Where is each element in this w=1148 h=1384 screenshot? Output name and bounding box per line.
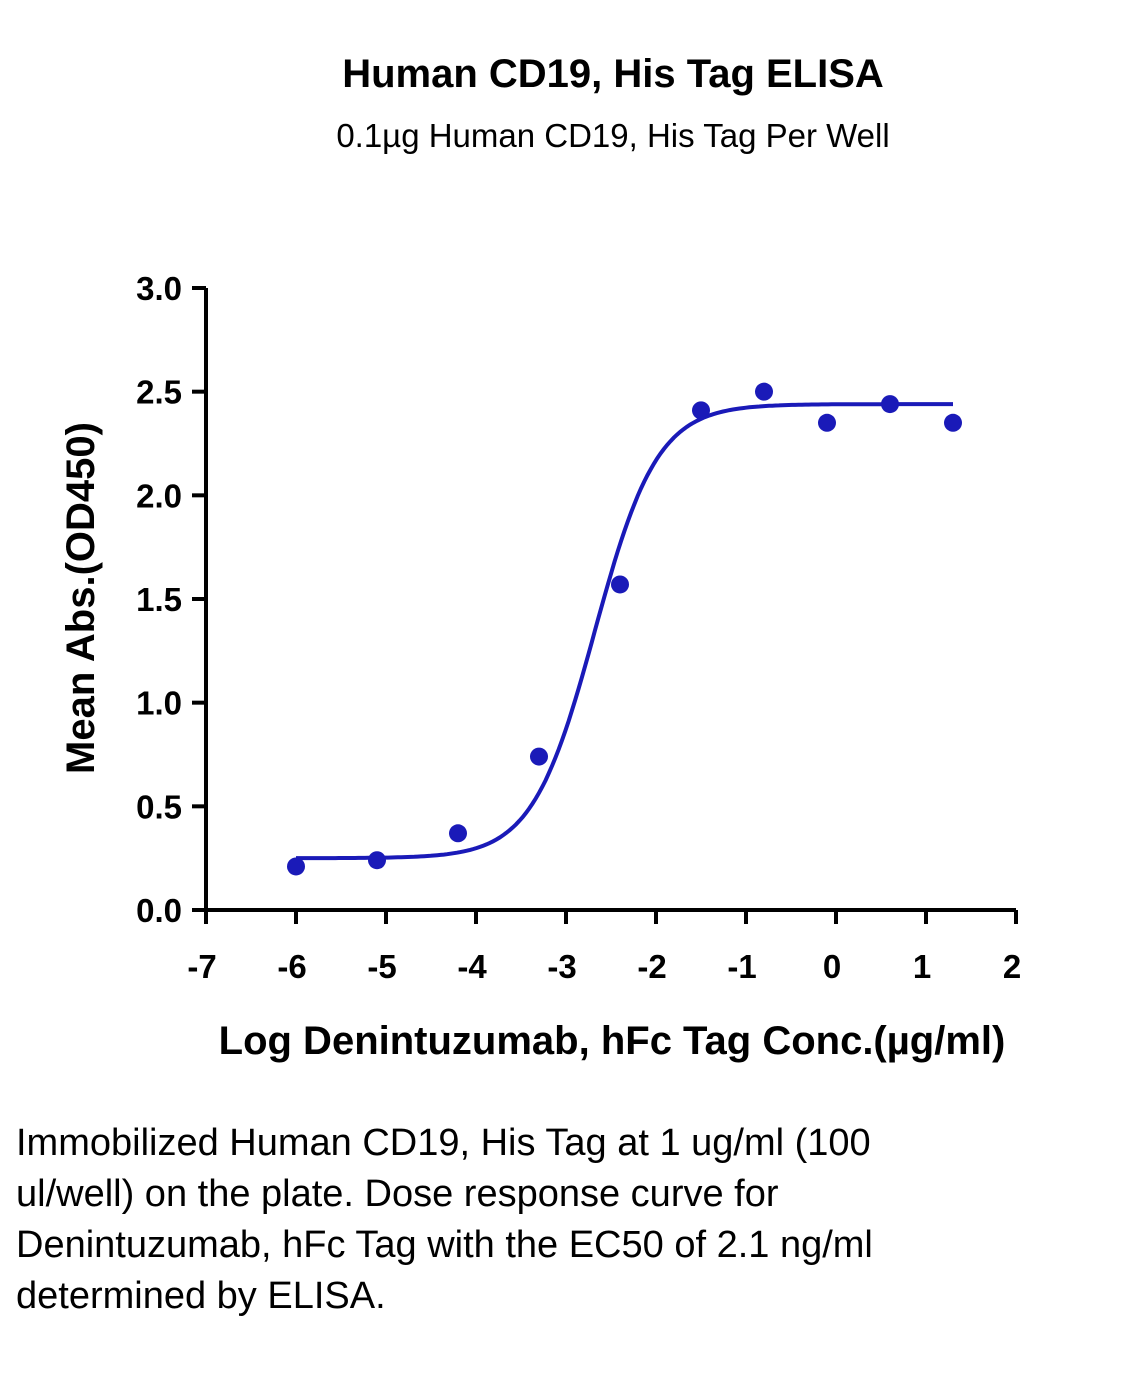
chart-subtitle: 0.1µg Human CD19, His Tag Per Well bbox=[336, 117, 890, 154]
data-point bbox=[881, 395, 899, 414]
data-point bbox=[692, 401, 710, 420]
x-tick-label: -1 bbox=[727, 948, 756, 985]
x-tick-label: 1 bbox=[913, 948, 931, 985]
x-tick-label: 2 bbox=[1003, 948, 1021, 985]
data-point bbox=[818, 413, 836, 432]
x-tick-label: -5 bbox=[367, 948, 396, 985]
x-tick-label: -7 bbox=[187, 948, 216, 985]
data-point bbox=[611, 575, 629, 594]
figure-caption: Immobilized Human CD19, His Tag at 1 ug/… bbox=[16, 1122, 873, 1317]
data-points bbox=[287, 382, 962, 876]
y-tick-label: 1.5 bbox=[136, 581, 182, 618]
chart: -7 -6 -5 -4 -3 -2 -1 0 1 2 0.0 0.5 1.0 1.5 2.0 2.5 3.0 M… bbox=[59, 270, 1021, 1063]
x-tick-label: 0 bbox=[823, 948, 841, 985]
data-point bbox=[755, 382, 773, 401]
fit-curve-group bbox=[296, 402, 953, 861]
y-tick-label: 0.5 bbox=[136, 788, 182, 825]
x-tick-label: -6 bbox=[277, 948, 306, 985]
x-tick-label: -3 bbox=[547, 948, 576, 985]
data-point bbox=[368, 851, 386, 870]
data-point bbox=[530, 747, 548, 766]
data-point bbox=[944, 413, 962, 432]
y-tick-label: 2.5 bbox=[136, 374, 182, 411]
chart-title: Human CD19, His Tag ELISA bbox=[342, 52, 884, 96]
data-point bbox=[287, 857, 305, 876]
x-axis-label: Log Denintuzumab, hFc Tag Conc.(µg/ml) bbox=[219, 1019, 1006, 1063]
fit-curve bbox=[296, 402, 953, 861]
y-tick-label: 0.0 bbox=[136, 892, 182, 929]
y-tick-label: 3.0 bbox=[136, 270, 182, 307]
y-tick-label: 1.0 bbox=[136, 685, 182, 722]
axes: -7 -6 -5 -4 -3 -2 -1 0 1 2 0.0 0.5 1.0 1.5 2.0 2.5 3.0 bbox=[136, 270, 1021, 985]
x-tick-label: -4 bbox=[457, 948, 487, 985]
data-point bbox=[449, 824, 467, 843]
x-tick-label: -2 bbox=[637, 948, 666, 985]
y-tick-label: 2.0 bbox=[136, 477, 182, 514]
y-axis-label: Mean Abs.(OD450) bbox=[59, 422, 103, 774]
